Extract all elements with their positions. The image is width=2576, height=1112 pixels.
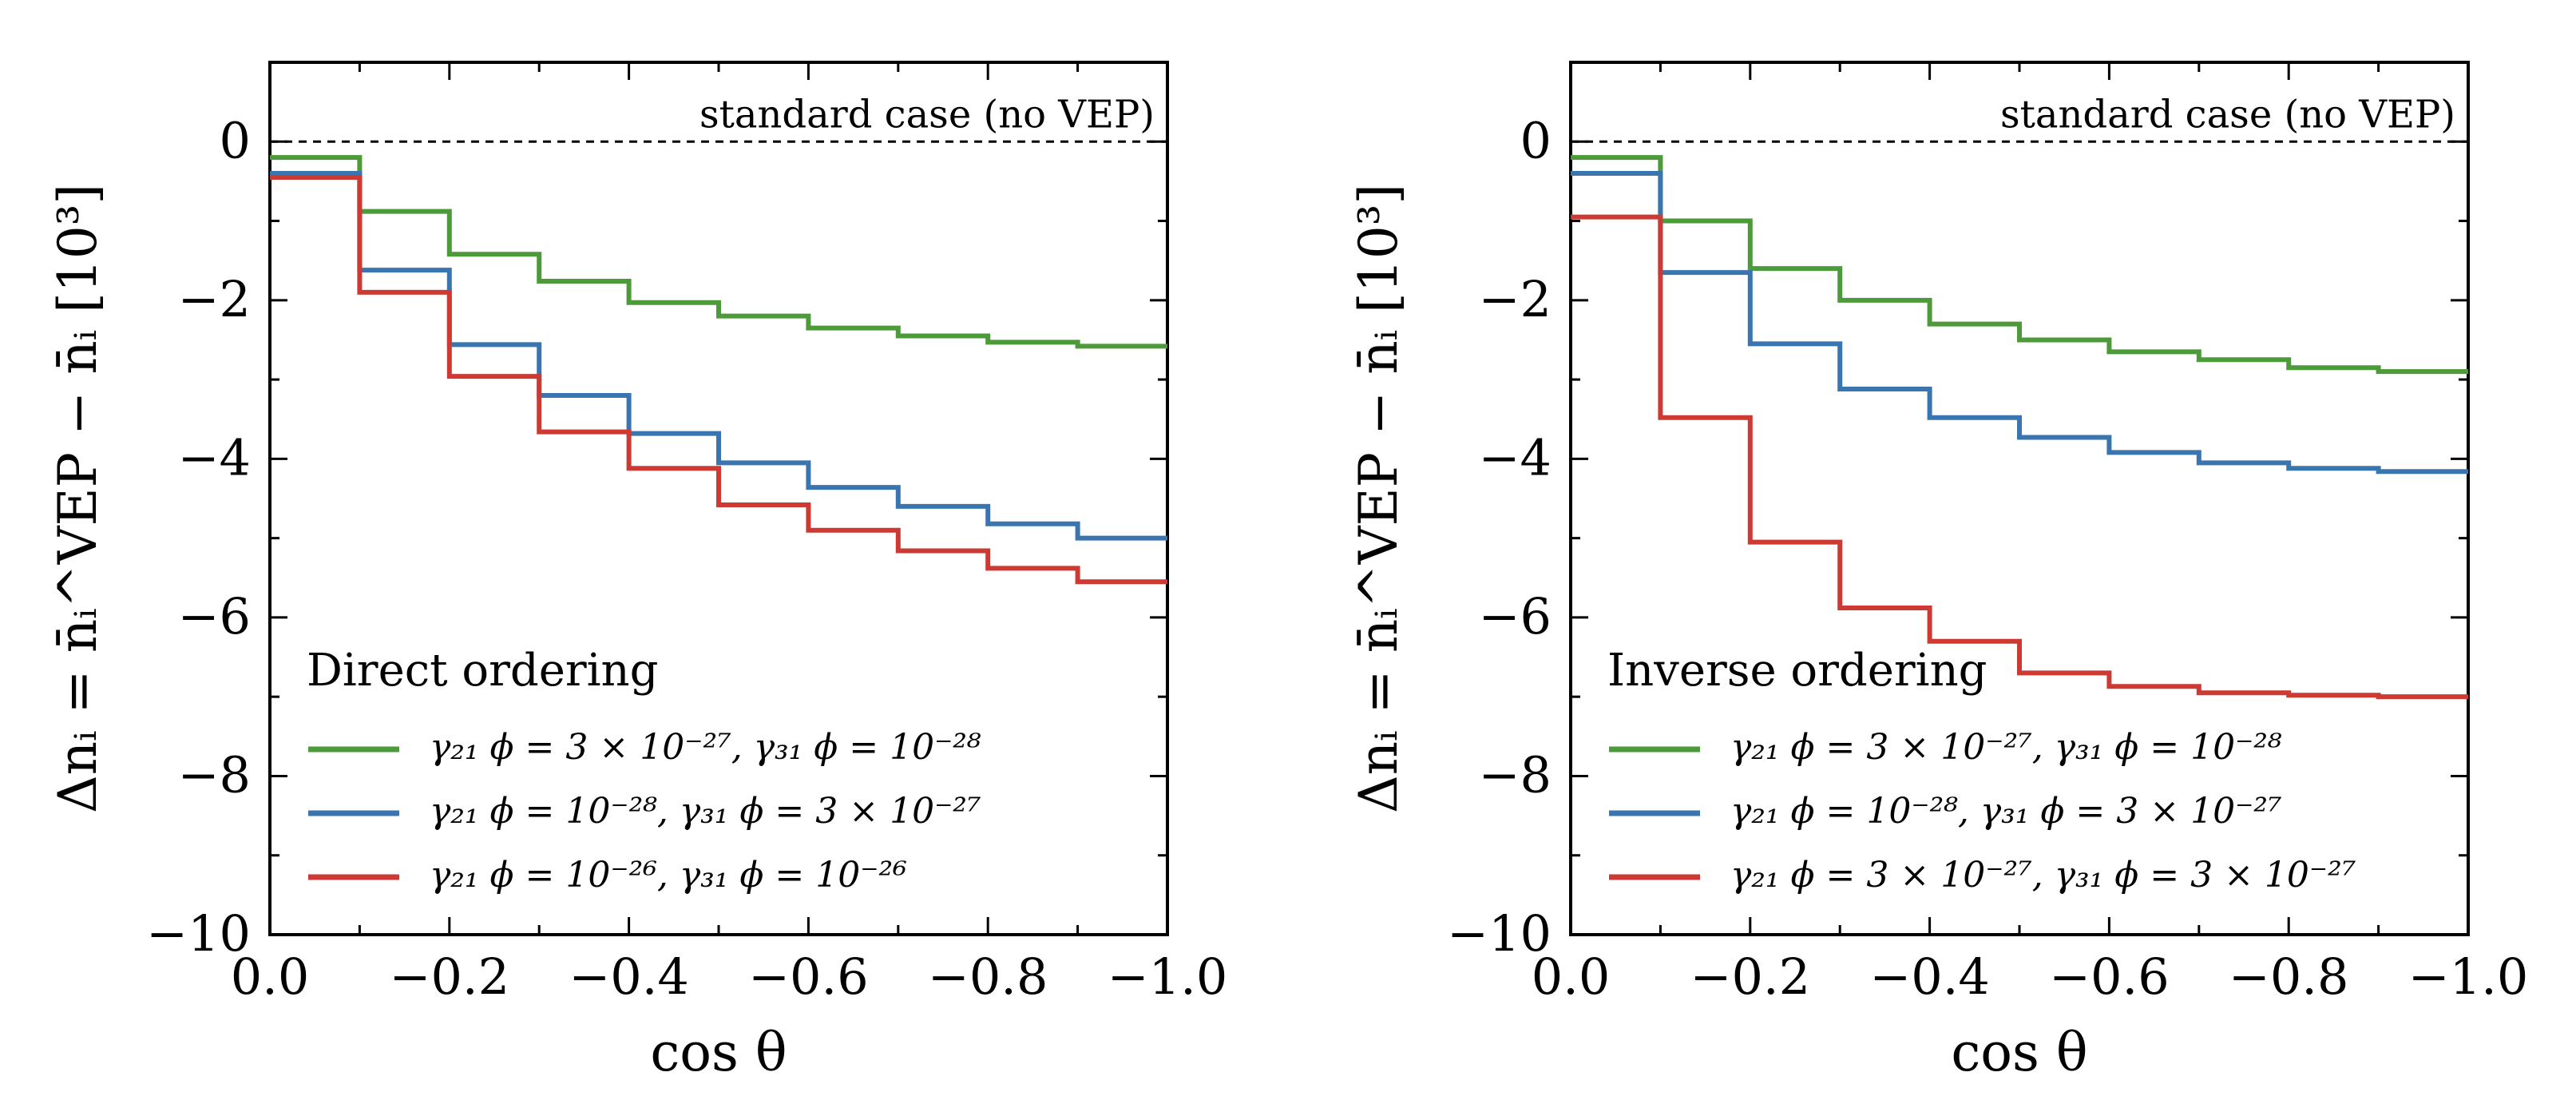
x-tick-label: 0.0 [1532, 947, 1611, 1006]
x-tick-label: 0.0 [231, 947, 310, 1006]
reference-annotation: standard case (no VEP) [699, 92, 1155, 137]
y-tick-label: −10 [1447, 904, 1552, 963]
legend-title: Direct ordering [307, 645, 658, 697]
x-tick-label: −0.8 [2229, 947, 2349, 1006]
x-tick-label: −0.2 [1690, 947, 1811, 1006]
y-tick-label: 0 [220, 111, 251, 169]
y-tick-label: −2 [1479, 270, 1552, 328]
x-tick-label: −0.8 [928, 947, 1048, 1006]
series-line-1 [270, 155, 1167, 349]
y-axis-label: Δnᵢ = n̄ᵢ^VEP − n̄ᵢ [10³] [47, 184, 109, 813]
y-tick-label: −6 [178, 587, 251, 645]
x-tick-label: −0.6 [2049, 947, 2170, 1006]
series-line-3 [270, 174, 1167, 585]
x-tick-label: −1.0 [2408, 947, 2529, 1006]
legend-label-1: γ₂₁ ϕ = 3 × 10⁻²⁷, γ₃₁ ϕ = 10⁻²⁸ [430, 727, 981, 768]
legend-label-2: γ₂₁ ϕ = 10⁻²⁸, γ₃₁ ϕ = 3 × 10⁻²⁷ [430, 791, 981, 832]
y-axis-label: Δnᵢ = n̄ᵢ^VEP − n̄ᵢ [10³] [1348, 184, 1409, 813]
series-line-2 [1571, 170, 2468, 475]
legend-title: Inverse ordering [1607, 645, 1987, 697]
legend-label-3: γ₂₁ ϕ = 3 × 10⁻²⁷, γ₃₁ ϕ = 3 × 10⁻²⁷ [1730, 855, 2356, 896]
x-tick-label: −0.4 [1869, 947, 1990, 1006]
y-tick-label: −4 [178, 428, 251, 486]
x-tick-label: −1.0 [1108, 947, 1228, 1006]
series-line-1 [1571, 155, 2468, 375]
legend-label-3: γ₂₁ ϕ = 10⁻²⁶, γ₃₁ ϕ = 10⁻²⁶ [430, 855, 907, 896]
y-tick-label: −8 [1479, 745, 1552, 804]
reference-annotation: standard case (no VEP) [2000, 92, 2455, 137]
x-tick-label: −0.6 [748, 947, 869, 1006]
y-tick-label: −2 [178, 270, 251, 328]
y-tick-label: −8 [178, 745, 251, 804]
chart-panel-1: 0.0 −0.2 −0.4 −0.6 −0.8 −1.0 0 −2 −4 −6 −8 −10 cos θ… [47, 61, 1228, 1083]
chart-panel-2: 0.0 −0.2 −0.4 −0.6 −0.8 −1.0 0 −2 −4 −6 −8 −10 cos θ… [1348, 61, 2529, 1083]
series-line-2 [270, 170, 1167, 541]
series-line-3 [1571, 214, 2468, 700]
legend-label-1: γ₂₁ ϕ = 3 × 10⁻²⁷, γ₃₁ ϕ = 10⁻²⁸ [1730, 727, 2282, 768]
legend-label-2: γ₂₁ ϕ = 10⁻²⁸, γ₃₁ ϕ = 3 × 10⁻²⁷ [1730, 791, 2282, 832]
y-tick-label: −10 [146, 904, 251, 963]
x-axis-label: cos θ [1951, 1022, 2087, 1083]
y-tick-label: 0 [1520, 111, 1552, 169]
x-tick-label: −0.4 [569, 947, 689, 1006]
x-tick-label: −0.2 [390, 947, 510, 1006]
x-axis-label: cos θ [650, 1022, 787, 1083]
y-tick-label: −4 [1479, 428, 1552, 486]
y-tick-label: −6 [1479, 587, 1552, 645]
